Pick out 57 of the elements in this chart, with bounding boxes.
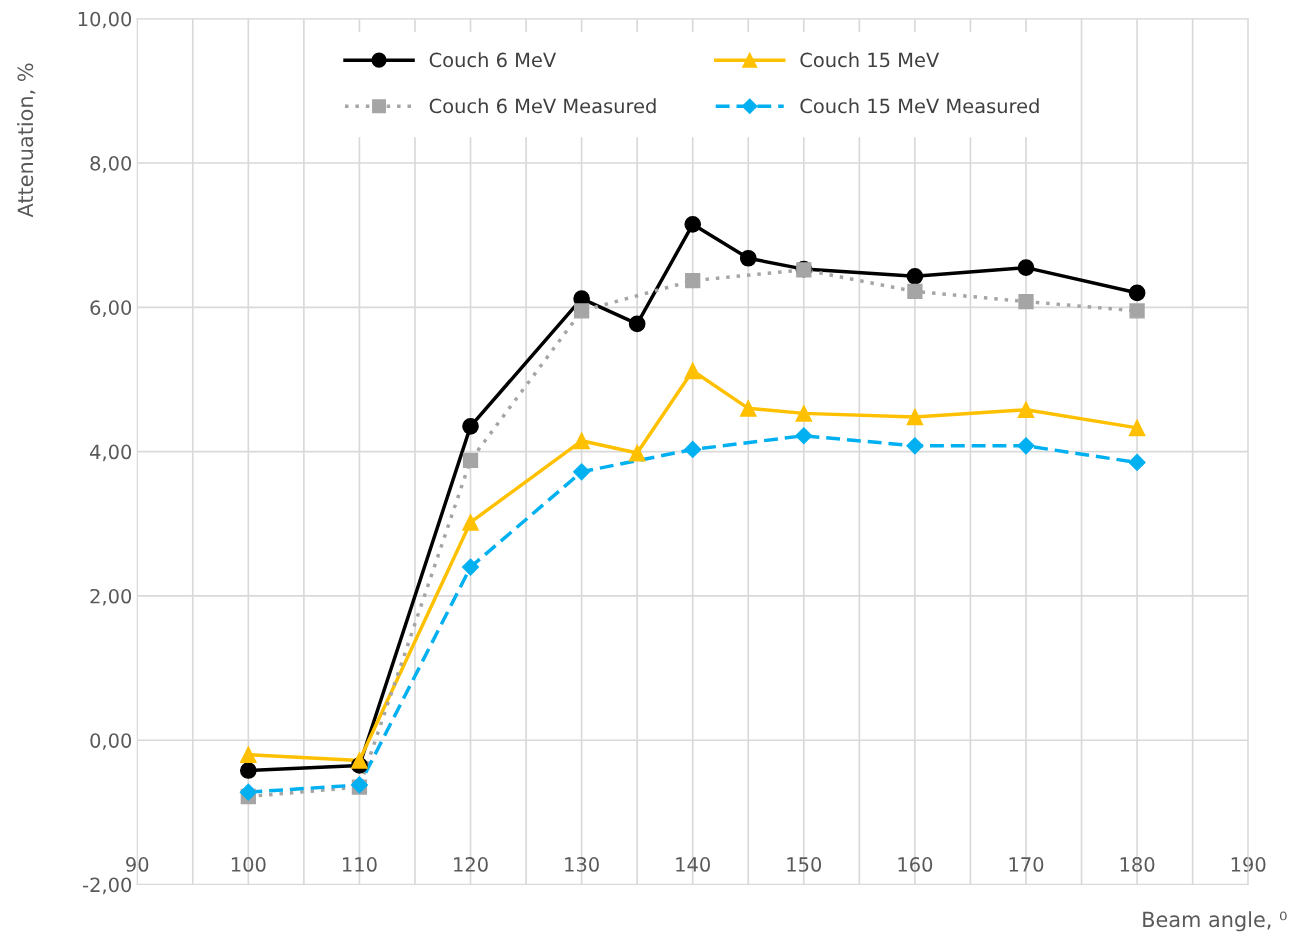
point: [685, 272, 701, 289]
point: [573, 303, 590, 319]
point: [461, 558, 480, 576]
point: [462, 418, 479, 435]
x-tick-label: 90: [126, 857, 149, 872]
point: [684, 362, 702, 380]
point: [1018, 293, 1034, 310]
point: [906, 408, 924, 426]
point: [573, 432, 590, 450]
point: [1017, 401, 1035, 419]
point: [1017, 437, 1035, 455]
x-tick-label: 110: [343, 857, 377, 872]
point: [1017, 259, 1035, 276]
x-tick-label: 100: [231, 857, 266, 872]
point: [1128, 419, 1146, 437]
y-tick-label: -2,00: [83, 877, 132, 895]
x-tick-label: 120: [454, 857, 488, 872]
x-tick-label: 150: [787, 857, 822, 872]
legend-label: Couch 6 MeV Measured: [429, 98, 656, 114]
point: [573, 463, 591, 481]
point: [239, 783, 257, 801]
point: [906, 437, 924, 455]
point: [907, 283, 923, 300]
point: [684, 216, 702, 233]
point: [351, 752, 368, 769]
point: [628, 444, 646, 462]
y-tick-label: 8,00: [90, 155, 132, 173]
y-tick-label: 2,00: [90, 588, 132, 606]
point: [239, 746, 257, 763]
point: [795, 427, 813, 445]
point: [739, 399, 757, 417]
y-tick-label: 4,00: [90, 444, 132, 462]
point: [906, 267, 924, 285]
point: [628, 315, 646, 333]
point: [795, 405, 813, 422]
x-tick-label: 170: [1009, 857, 1044, 872]
x-tick-label: 160: [898, 857, 933, 872]
y-tick-label: 6,00: [90, 300, 132, 317]
x-axis-title: Beam angle, ⁰: [1143, 911, 1287, 932]
x-tick-label: 140: [676, 857, 710, 872]
x-tick-label: 130: [565, 857, 599, 872]
point: [462, 452, 479, 468]
point: [462, 513, 479, 531]
legend-label: Couch 15 MeV: [800, 52, 940, 68]
point: [1128, 284, 1146, 302]
point: [739, 249, 757, 267]
point: [239, 762, 257, 779]
point: [684, 440, 702, 459]
legend-label: Couch 6 MeV: [429, 52, 557, 68]
x-tick-label: 180: [1120, 857, 1155, 872]
point: [1129, 303, 1145, 319]
x-tick-label: 190: [1231, 857, 1266, 872]
point: [1128, 453, 1146, 471]
y-tick-label: 0,00: [90, 733, 132, 750]
legend-label: Couch 15 MeV Measured: [800, 98, 1039, 114]
y-tick-label: 10,00: [78, 11, 132, 29]
y-axis-title: Attenuation, %: [17, 63, 36, 218]
